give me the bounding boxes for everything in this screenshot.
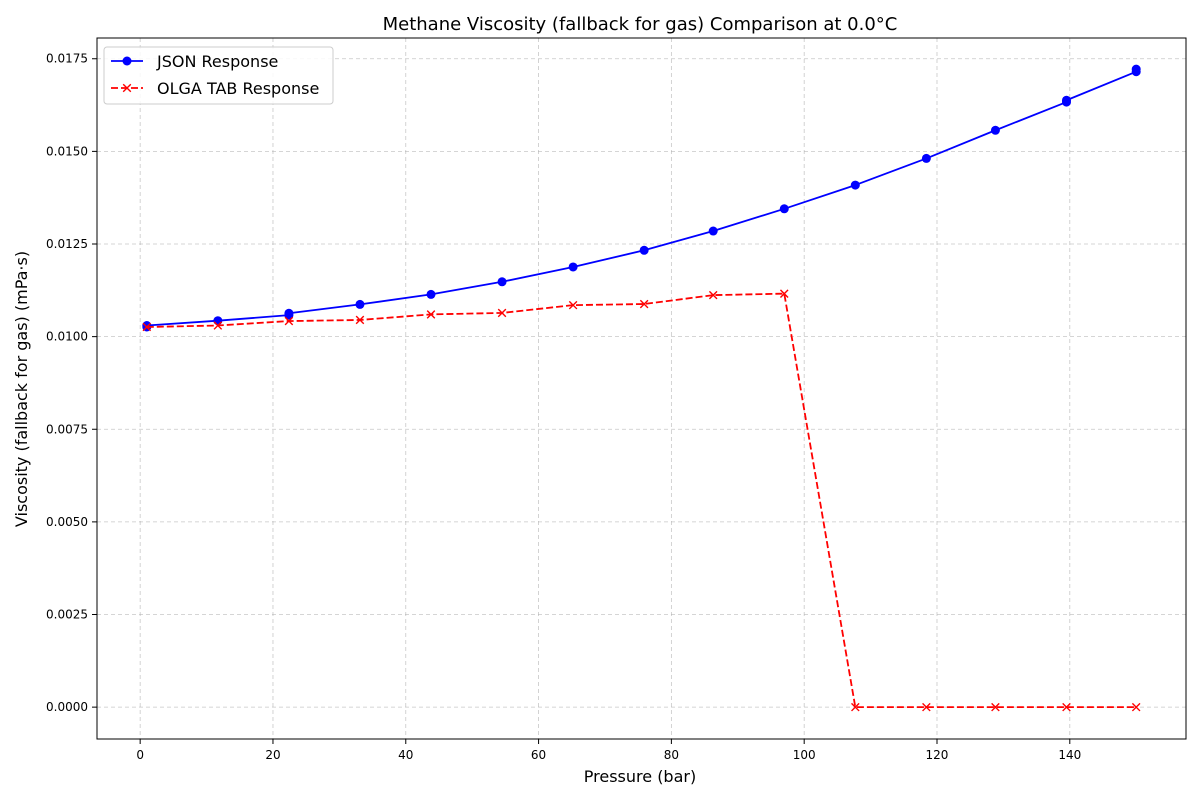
y-tick-label: 0.0000 <box>46 700 88 714</box>
legend-marker <box>122 56 132 66</box>
data-point <box>991 702 1000 712</box>
x-tick-label: 20 <box>265 748 280 762</box>
data-point <box>1062 702 1071 712</box>
data-point <box>779 204 789 214</box>
data-point <box>1061 95 1071 105</box>
data-point <box>1131 64 1141 74</box>
x-tick-label: 140 <box>1058 748 1081 762</box>
x-tick-label: 100 <box>793 748 816 762</box>
plot-area-frame <box>96 37 1187 740</box>
data-point <box>284 308 294 318</box>
legend-label: OLGA TAB Response <box>157 79 319 98</box>
legend-box <box>103 46 334 105</box>
data-point <box>921 153 931 163</box>
grid-lines <box>97 38 1186 739</box>
legend-item: JSON Response <box>111 52 278 71</box>
data-point <box>708 290 718 300</box>
data-point <box>708 226 718 236</box>
y-tick-label: 0.0050 <box>46 515 88 529</box>
y-tick-label: 0.0025 <box>46 608 88 622</box>
x-tick-label: 80 <box>664 748 679 762</box>
legend-item: OLGA TAB Response <box>111 79 319 98</box>
data-point <box>497 308 507 318</box>
y-tick-label: 0.0150 <box>46 144 88 158</box>
legend-label: JSON Response <box>156 52 278 71</box>
y-axis-ticks: 0.0000 0.0025 0.0050 0.0075 0.0100 0.0125 0.01… <box>46 52 97 714</box>
y-axis-label: Viscosity (fallback for gas) (mPa·s) <box>12 251 31 527</box>
data-point <box>284 316 294 326</box>
legend-marker <box>122 83 132 93</box>
x-tick-label: 0 <box>136 748 144 762</box>
data-point <box>142 322 152 332</box>
series-2 <box>142 289 1141 712</box>
x-tick-label: 60 <box>531 748 546 762</box>
data-point <box>568 262 578 272</box>
data-point <box>1131 702 1141 712</box>
data-point <box>213 316 223 326</box>
data-point <box>922 702 931 712</box>
data-point <box>142 321 152 331</box>
series-layer <box>142 64 1141 712</box>
y-tick-label: 0.0075 <box>46 422 88 436</box>
x-axis-label: Pressure (bar) <box>584 767 696 786</box>
data-point <box>355 315 365 325</box>
data-point <box>426 289 436 299</box>
y-tick-label: 0.0125 <box>46 237 88 251</box>
data-point <box>497 277 507 287</box>
data-point <box>779 289 789 298</box>
data-point <box>213 321 223 330</box>
data-point <box>639 245 649 255</box>
data-point <box>568 300 578 310</box>
series-line <box>146 292 1137 709</box>
x-tick-label: 120 <box>926 748 949 762</box>
legend: JSON Response OLGA TAB Response <box>103 46 334 105</box>
x-tick-label: 40 <box>398 748 413 762</box>
data-point <box>851 702 860 712</box>
x-axis-ticks: 0 20 40 60 80 100 120 140 <box>136 739 1081 762</box>
y-tick-label: 0.0175 <box>46 52 88 66</box>
data-point <box>639 299 649 309</box>
chart-title: Methane Viscosity (fallback for gas) Com… <box>383 14 898 35</box>
data-point <box>990 125 1000 135</box>
data-point <box>850 180 860 190</box>
data-point <box>426 310 436 319</box>
data-point <box>355 299 365 309</box>
y-tick-label: 0.0100 <box>46 330 88 344</box>
